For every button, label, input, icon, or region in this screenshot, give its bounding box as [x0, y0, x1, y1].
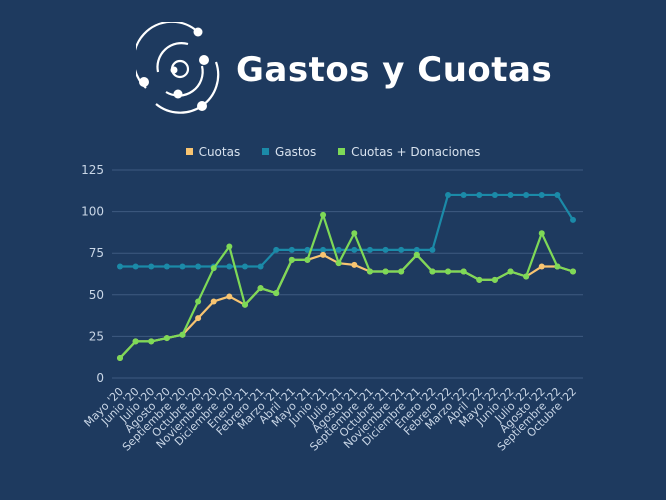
data-point	[445, 191, 452, 198]
series-line-gastos	[120, 193, 574, 268]
legend-item-cuotas[interactable]: Cuotas	[185, 144, 241, 159]
data-point	[554, 191, 561, 198]
logo-orbits-icon	[136, 22, 220, 114]
data-point	[288, 246, 295, 253]
data-point	[476, 191, 483, 198]
y-tick-label: 100	[81, 205, 104, 219]
data-point	[476, 276, 483, 283]
page-title: Gastos y Cuotas	[236, 50, 553, 90]
data-point	[226, 263, 233, 270]
legend-swatch	[338, 148, 346, 155]
legend-item-donaciones[interactable]: Cuotas + Donaciones	[338, 145, 480, 159]
data-point	[570, 216, 576, 223]
y-tick-label: 0	[96, 371, 104, 385]
data-point	[148, 263, 155, 270]
data-point	[257, 285, 264, 292]
data-point	[366, 246, 373, 253]
series-line-cuotas	[119, 253, 574, 359]
data-point	[429, 246, 436, 253]
data-point	[413, 251, 420, 258]
data-point	[523, 273, 530, 280]
data-point	[460, 191, 467, 198]
legend-item-gastos[interactable]: Gastos	[262, 145, 316, 159]
data-point	[304, 246, 311, 253]
y-tick-label: 50	[89, 288, 104, 302]
data-point	[288, 256, 295, 263]
data-point	[398, 246, 405, 253]
data-point	[117, 355, 123, 362]
data-point	[132, 338, 139, 345]
data-point	[554, 263, 561, 270]
data-point	[507, 268, 514, 275]
data-point	[195, 263, 202, 270]
data-point	[241, 301, 248, 308]
data-point	[210, 265, 217, 272]
data-point	[179, 331, 186, 338]
data-point	[445, 268, 452, 275]
legend: Cuotas Gastos Cuotas + Donaciones	[0, 144, 666, 159]
data-point	[179, 263, 186, 270]
data-point	[491, 191, 498, 198]
data-point	[320, 211, 327, 218]
data-point	[117, 263, 123, 270]
data-point	[507, 191, 514, 198]
data-point	[320, 246, 327, 253]
data-point	[382, 268, 389, 275]
data-point	[570, 268, 576, 275]
data-point	[429, 268, 436, 275]
data-point	[273, 290, 280, 297]
legend-label: Gastos	[275, 144, 317, 159]
data-point	[195, 315, 202, 322]
data-point	[538, 230, 545, 237]
y-tick-label: 125	[81, 163, 104, 177]
y-tick-label: 25	[89, 329, 104, 343]
data-point	[195, 298, 202, 305]
data-point	[523, 191, 530, 198]
data-point	[241, 263, 248, 270]
data-point	[304, 256, 311, 263]
data-point	[226, 243, 233, 250]
data-point	[335, 260, 342, 267]
data-point	[210, 298, 217, 305]
data-point	[257, 263, 264, 270]
legend-swatch	[262, 148, 270, 155]
data-point	[366, 268, 373, 275]
data-point	[273, 246, 280, 253]
data-point	[132, 263, 139, 270]
data-point	[351, 246, 358, 253]
data-point	[320, 251, 327, 258]
legend-swatch	[185, 148, 193, 155]
data-point	[491, 276, 498, 283]
data-point	[351, 261, 358, 268]
data-point	[335, 246, 342, 253]
data-point	[351, 230, 358, 237]
data-point	[460, 268, 467, 275]
data-point	[226, 293, 233, 300]
y-tick-label: 75	[89, 246, 104, 260]
data-point	[398, 268, 405, 275]
data-point	[382, 246, 389, 253]
data-point	[163, 263, 170, 270]
data-point	[413, 246, 420, 253]
legend-label: Cuotas	[198, 144, 241, 159]
data-point	[538, 263, 545, 270]
data-point	[163, 335, 170, 342]
data-point	[538, 191, 545, 198]
data-point	[148, 338, 155, 345]
legend-label: Cuotas + Donaciones	[351, 144, 481, 159]
